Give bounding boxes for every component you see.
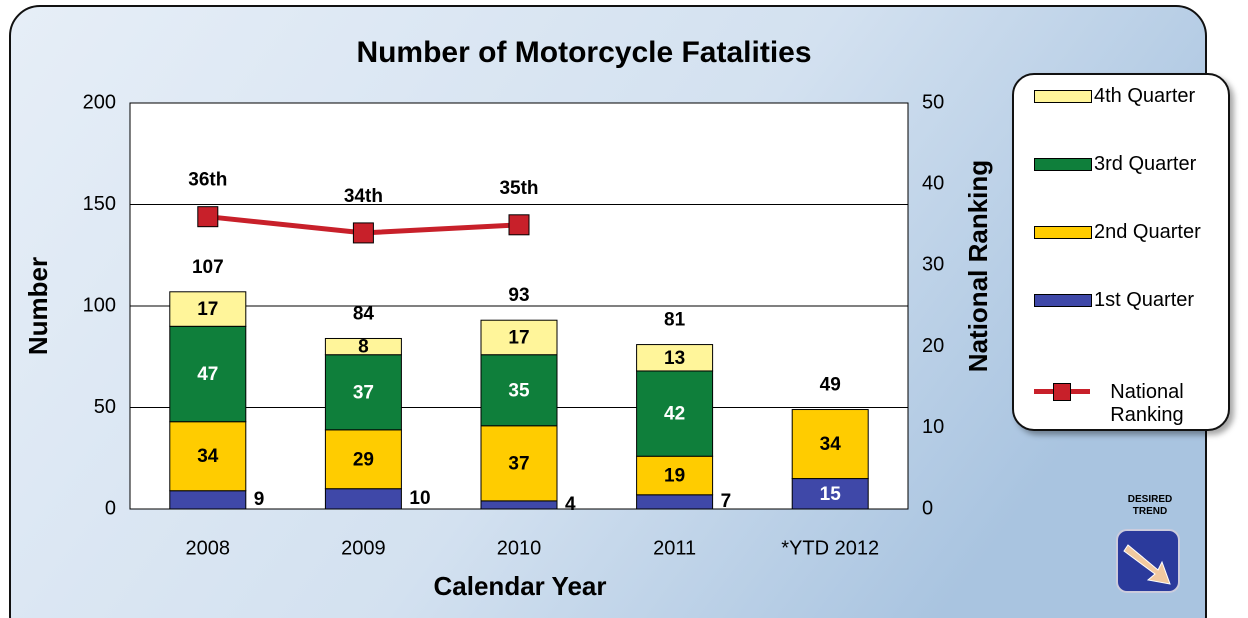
bar-segment bbox=[791, 409, 869, 480]
y2-tick-label: 10 bbox=[922, 416, 944, 438]
x-tick-label: *YTD 2012 bbox=[781, 537, 879, 559]
total-label: 93 bbox=[508, 285, 529, 306]
y-tick-label: 100 bbox=[83, 294, 116, 316]
value-label: 9 bbox=[254, 489, 265, 510]
value-label: 47 bbox=[197, 364, 218, 385]
bar-segment bbox=[636, 494, 714, 510]
legend-label: 1st Quarter bbox=[1094, 289, 1195, 311]
value-label: 4 bbox=[565, 494, 576, 515]
value-label: 36th bbox=[188, 170, 227, 191]
bar-segment bbox=[324, 488, 402, 510]
bar-segment bbox=[480, 500, 558, 510]
legend-swatch bbox=[1034, 158, 1092, 171]
line-marker bbox=[197, 206, 219, 228]
line-marker bbox=[352, 222, 374, 244]
value-label: 35th bbox=[499, 178, 538, 199]
legend-swatch bbox=[1034, 382, 1090, 402]
x-axis-label: Calendar Year bbox=[434, 571, 607, 601]
x-tick-label: 2011 bbox=[653, 537, 696, 559]
value-label: 7 bbox=[721, 491, 732, 512]
legend-swatch bbox=[1034, 90, 1092, 103]
total-label: 81 bbox=[664, 310, 686, 331]
legend-item: 2nd Quarter bbox=[1034, 221, 1201, 244]
y-tick-label: 50 bbox=[94, 396, 116, 418]
x-tick-label: 2010 bbox=[497, 537, 542, 559]
legend-label: 3rd Quarter bbox=[1094, 153, 1197, 175]
legend: 4th Quarter 3rd Quarter 2nd Quarter 1st Qua… bbox=[1012, 73, 1230, 431]
chart-title: Number of Motorcycle Fatalities bbox=[356, 36, 811, 69]
legend-item: National Ranking bbox=[1034, 357, 1202, 427]
bar-segment bbox=[169, 490, 247, 510]
legend-item: 1st Quarter bbox=[1034, 289, 1194, 312]
bar-segment bbox=[636, 344, 714, 372]
bar-segment bbox=[169, 325, 247, 423]
y2-tick-label: 40 bbox=[922, 172, 944, 194]
bar-segment bbox=[169, 421, 247, 492]
line-marker bbox=[508, 214, 530, 236]
value-label: 13 bbox=[664, 348, 685, 369]
y-axis-label: Number bbox=[23, 257, 53, 355]
value-label: 29 bbox=[353, 449, 374, 470]
legend-swatch bbox=[1034, 294, 1092, 307]
y2-axis-label: National Ranking bbox=[963, 160, 993, 372]
value-label: 17 bbox=[508, 327, 529, 348]
x-tick-label: 2009 bbox=[341, 537, 386, 559]
value-label: 8 bbox=[358, 337, 369, 358]
bar-segment bbox=[636, 455, 714, 496]
bar-segment bbox=[636, 370, 714, 457]
value-label: 34th bbox=[344, 186, 383, 207]
value-label: 35 bbox=[508, 380, 530, 401]
legend-label: National Ranking bbox=[1110, 381, 1184, 426]
value-label: 10 bbox=[409, 488, 430, 509]
total-label: 49 bbox=[820, 375, 841, 396]
value-label: 34 bbox=[820, 434, 842, 455]
value-label: 42 bbox=[664, 404, 685, 425]
y2-tick-label: 20 bbox=[922, 335, 944, 357]
legend-item: 4th Quarter bbox=[1034, 85, 1195, 108]
value-label: 17 bbox=[197, 299, 218, 320]
bar-segment bbox=[169, 291, 247, 327]
y-tick-label: 150 bbox=[83, 193, 116, 215]
value-label: 37 bbox=[508, 453, 529, 474]
y2-tick-label: 0 bbox=[922, 497, 933, 519]
value-label: 37 bbox=[353, 382, 374, 403]
value-label: 34 bbox=[197, 446, 219, 467]
legend-item: 3rd Quarter bbox=[1034, 153, 1196, 176]
bar-segment bbox=[480, 425, 558, 502]
value-label: 15 bbox=[820, 484, 842, 505]
total-label: 107 bbox=[192, 257, 224, 278]
bar-segment bbox=[324, 354, 402, 431]
bar-segment bbox=[324, 429, 402, 490]
legend-label: 4th Quarter bbox=[1094, 85, 1196, 107]
y-tick-label: 200 bbox=[83, 91, 116, 113]
legend-label: 2nd Quarter bbox=[1094, 221, 1201, 243]
total-label: 84 bbox=[353, 303, 375, 324]
y2-tick-label: 50 bbox=[922, 91, 944, 113]
x-tick-label: 2008 bbox=[186, 537, 231, 559]
legend-swatch bbox=[1034, 226, 1092, 239]
y2-tick-label: 30 bbox=[922, 254, 944, 276]
trend-label: DESIRED TREND bbox=[1127, 494, 1173, 517]
bar-segment bbox=[480, 354, 558, 427]
bar-segment bbox=[324, 337, 402, 356]
value-label: 19 bbox=[664, 466, 685, 487]
bar-segment bbox=[480, 319, 558, 356]
trend-icon bbox=[1116, 529, 1180, 593]
y-tick-label: 0 bbox=[105, 497, 116, 519]
